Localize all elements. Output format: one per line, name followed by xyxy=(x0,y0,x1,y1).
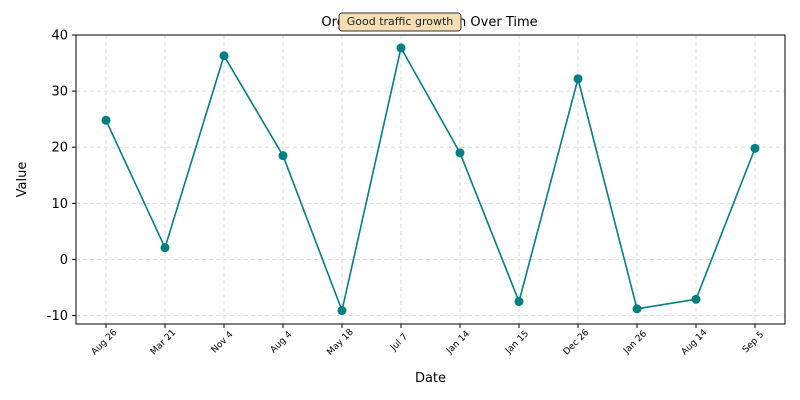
data-point xyxy=(101,115,111,125)
data-point xyxy=(219,51,229,61)
x-tick-label: Sep 5 xyxy=(741,330,766,355)
x-tick-label: Aug 14 xyxy=(680,328,710,358)
axis-ticks: -10 0 10 20 30 40 Aug 26 Mar 21 Nov 4 Aug 4 May 18… xyxy=(47,29,766,358)
x-tick-label: Jul 7 xyxy=(388,332,410,354)
x-tick-label: Jan 15 xyxy=(503,329,531,357)
y-tick-label: -10 xyxy=(47,309,68,324)
x-tick-label: Nov 4 xyxy=(210,330,236,356)
data-point xyxy=(632,304,642,314)
x-axis-title: Date xyxy=(415,371,446,386)
data-point xyxy=(573,74,583,84)
y-tick-label: 40 xyxy=(51,29,68,44)
annotation-background xyxy=(338,12,462,32)
series-line xyxy=(105,45,756,314)
data-point xyxy=(337,306,347,316)
grid-lines xyxy=(76,34,785,324)
annotation-text: Good traffic growth xyxy=(347,15,454,28)
data-point xyxy=(691,294,701,304)
data-point xyxy=(750,143,760,153)
data-point xyxy=(514,297,524,307)
y-tick-label: 30 xyxy=(51,85,68,100)
x-tick-label: Mar 21 xyxy=(149,328,178,357)
y-tick-label: 10 xyxy=(51,197,68,212)
series-layer xyxy=(101,43,760,316)
x-tick-label: Aug 26 xyxy=(90,328,120,358)
y-tick-label: 0 xyxy=(60,253,68,268)
data-point xyxy=(160,243,170,253)
y-tick-label: 20 xyxy=(51,141,68,156)
x-tick-label: Jan 14 xyxy=(444,329,472,357)
annotation-box: Good traffic growth xyxy=(338,12,462,32)
x-tick-label: May 18 xyxy=(325,327,356,358)
data-point xyxy=(278,151,288,161)
data-point xyxy=(455,148,465,158)
x-tick-label: Jan 26 xyxy=(621,329,649,357)
plot-frame xyxy=(75,34,786,325)
x-tick-label: Dec 26 xyxy=(562,328,592,358)
x-tick-label: Aug 4 xyxy=(269,330,295,356)
y-axis-title: Value xyxy=(15,162,30,198)
data-point xyxy=(396,43,406,53)
